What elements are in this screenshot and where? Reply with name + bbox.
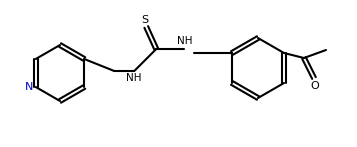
Text: NH: NH	[126, 73, 142, 83]
Text: O: O	[311, 81, 320, 91]
Text: S: S	[142, 15, 149, 25]
Text: N: N	[25, 82, 33, 92]
Text: NH: NH	[177, 36, 193, 46]
